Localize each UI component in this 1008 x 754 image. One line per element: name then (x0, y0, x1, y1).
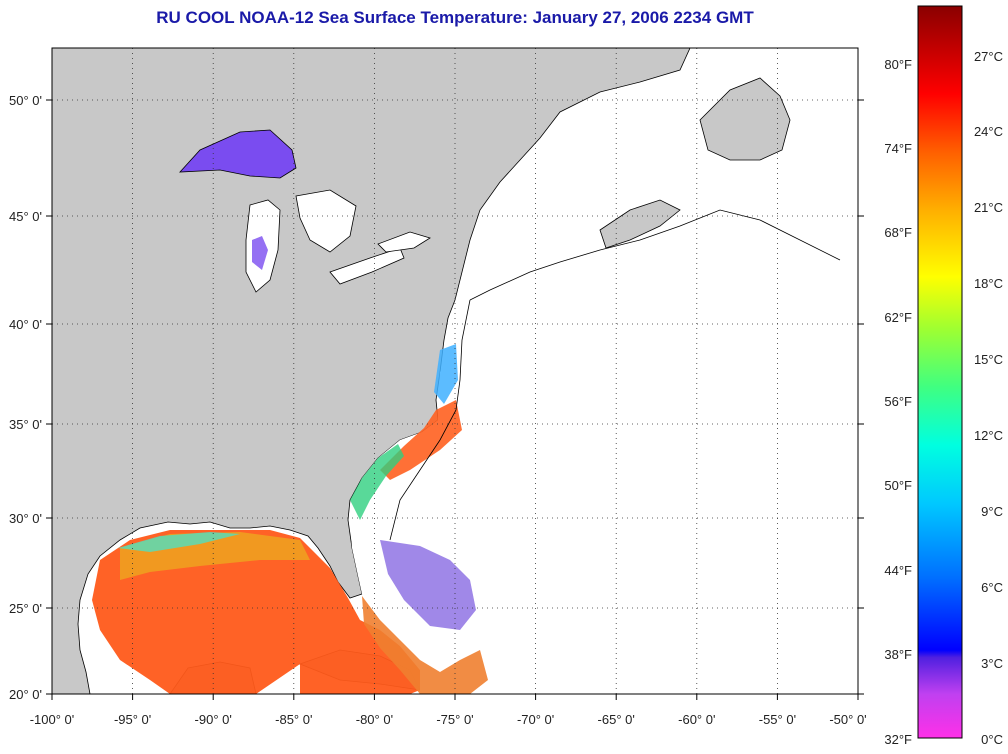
latitude-labels: 20° 0' 25° 0' 30° 0' 35° 0' 40° 0' 45° 0… (9, 93, 42, 702)
cb-c-label: 21°C (974, 200, 1003, 215)
lon-label: -95° 0' (114, 712, 151, 727)
sst-gulf-of-mexico (92, 530, 420, 694)
lake-ontario (377, 231, 431, 253)
lon-label: -65° 0' (598, 712, 635, 727)
lon-label: -70° 0' (517, 712, 554, 727)
cb-f-label: 62°F (884, 310, 912, 325)
cb-c-label: 27°C (974, 49, 1003, 64)
cb-c-label: 15°C (974, 352, 1003, 367)
lake-erie (329, 247, 405, 285)
sst-bahamas (380, 540, 476, 630)
sst-gulf-stream (380, 400, 462, 480)
cb-c-label: 12°C (974, 428, 1003, 443)
lon-label: -60° 0' (678, 712, 715, 727)
cb-f-label: 74°F (884, 141, 912, 156)
cb-f-label: 44°F (884, 563, 912, 578)
cb-f-label: 68°F (884, 225, 912, 240)
land-nova-scotia (599, 199, 681, 249)
cb-c-label: 3°C (981, 656, 1003, 671)
colorbar (917, 5, 963, 739)
lat-label: 40° 0' (9, 317, 42, 332)
cb-c-label: 9°C (981, 504, 1003, 519)
cb-c-label: 0°C (981, 732, 1003, 747)
cb-f-label: 38°F (884, 647, 912, 662)
map-title: RU COOL NOAA-12 Sea Surface Temperature:… (156, 8, 754, 27)
colorbar-celsius-labels: 27°C 24°C 21°C 18°C 15°C 12°C 9°C 6°C 3°… (974, 49, 1003, 747)
lat-label: 50° 0' (9, 93, 42, 108)
cb-f-label: 32°F (884, 732, 912, 747)
lon-label: -85° 0' (275, 712, 312, 727)
land-newfoundland (699, 77, 791, 161)
cb-c-label: 6°C (981, 580, 1003, 595)
sst-lake-michigan (252, 236, 268, 270)
lon-label: -90° 0' (195, 712, 232, 727)
lon-label: -50° 0' (829, 712, 866, 727)
axis-ticks (46, 99, 864, 700)
isobath-line (389, 209, 841, 541)
sst-georgia-shelf (350, 444, 404, 520)
cb-c-label: 18°C (974, 276, 1003, 291)
cb-f-label: 50°F (884, 478, 912, 493)
cb-f-label: 56°F (884, 394, 912, 409)
sst-gulf-nearshore (118, 532, 240, 552)
lat-label: 25° 0' (9, 601, 42, 616)
lat-label: 45° 0' (9, 209, 42, 224)
lat-label: 30° 0' (9, 511, 42, 526)
cb-c-label: 24°C (974, 124, 1003, 139)
lake-huron (295, 189, 357, 253)
lon-label: -80° 0' (356, 712, 393, 727)
colorbar-fahrenheit-labels: 80°F 74°F 68°F 62°F 56°F 50°F 44°F 38°F … (884, 57, 912, 747)
lon-label: -55° 0' (759, 712, 796, 727)
cb-f-label: 80°F (884, 57, 912, 72)
lon-label: -75° 0' (436, 712, 473, 727)
sst-carolina-shelf (434, 344, 458, 404)
lat-label: 20° 0' (9, 687, 42, 702)
sst-florida-current (362, 596, 488, 694)
longitude-labels: -100° 0' -95° 0' -90° 0' -85° 0' -80° 0'… (30, 712, 867, 727)
lon-label: -100° 0' (30, 712, 75, 727)
lat-label: 35° 0' (9, 417, 42, 432)
